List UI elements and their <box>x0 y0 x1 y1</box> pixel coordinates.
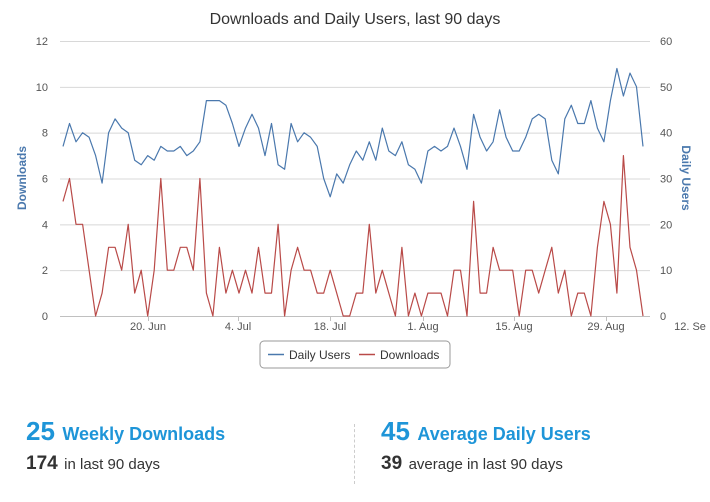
total-downloads-label: in last 90 days <box>64 456 161 473</box>
stats-panel: 25 Weekly Downloads 174 in last 90 days … <box>0 418 710 502</box>
downloads-users-chart: Downloads and Daily Users, last 90 days … <box>15 11 706 369</box>
total-downloads-value: 174 <box>26 453 58 474</box>
right-axis-title: Daily Users <box>679 145 693 211</box>
right-tick-label: 40 <box>660 128 672 140</box>
right-tick-label: 20 <box>660 219 672 231</box>
daily-users-stat: 45 Average Daily Users 39 average in las… <box>381 418 591 473</box>
right-tick-label: 50 <box>660 82 672 94</box>
legend-item-downloads[interactable]: Downloads <box>359 348 439 362</box>
left-tick-label: 12 <box>36 36 48 48</box>
x-tick-label: 18. Jul <box>314 321 346 333</box>
series-line-daily-users <box>62 67 644 198</box>
average-users-value: 39 <box>381 453 403 474</box>
weekly-downloads-value: 25 <box>26 416 55 446</box>
left-tick-label: 4 <box>42 219 48 231</box>
series-line-downloads <box>62 155 644 317</box>
series-lines <box>62 67 644 317</box>
right-tick-label: 10 <box>660 265 672 277</box>
left-axis-title: Downloads <box>15 146 29 210</box>
left-tick-label: 10 <box>36 82 48 94</box>
left-tick-label: 0 <box>42 311 48 323</box>
left-tick-label: 6 <box>42 174 48 186</box>
left-axis-ticks: 0 2 4 6 8 10 12 <box>36 36 48 323</box>
x-tick-label: 12. Se <box>674 321 706 333</box>
daily-users-value: 45 <box>381 416 410 446</box>
legend-label-downloads: Downloads <box>380 348 439 362</box>
x-tick-label: 1. Aug <box>407 321 438 333</box>
x-tick-label: 20. Jun <box>130 321 166 333</box>
left-tick-label: 8 <box>42 128 48 140</box>
right-tick-label: 30 <box>660 174 672 186</box>
average-users-label: average in last 90 days <box>408 456 563 473</box>
stats-divider <box>354 424 355 484</box>
grid-lines <box>60 41 650 317</box>
x-tick-label: 4. Jul <box>225 321 251 333</box>
chart-title: Downloads and Daily Users, last 90 days <box>210 11 501 28</box>
x-axis-ticks: 20. Jun 4. Jul 18. Jul 1. Aug 15. Aug 29. Aug… <box>130 316 706 333</box>
x-tick-label: 29. Aug <box>587 321 624 333</box>
weekly-downloads-stat: 25 Weekly Downloads 174 in last 90 days <box>26 418 225 473</box>
chart-legend: Daily Users Downloads <box>259 340 451 369</box>
daily-users-label: Average Daily Users <box>417 424 591 444</box>
right-tick-label: 60 <box>660 36 672 48</box>
left-tick-label: 2 <box>42 265 48 277</box>
legend-item-daily-users[interactable]: Daily Users <box>268 348 350 362</box>
legend-box <box>259 340 451 369</box>
right-axis-ticks: 0 10 20 30 40 50 60 <box>660 36 672 323</box>
legend-label-daily-users: Daily Users <box>289 348 350 362</box>
right-tick-label: 0 <box>660 311 666 323</box>
x-tick-label: 15. Aug <box>495 321 532 333</box>
weekly-downloads-label: Weekly Downloads <box>62 424 226 444</box>
